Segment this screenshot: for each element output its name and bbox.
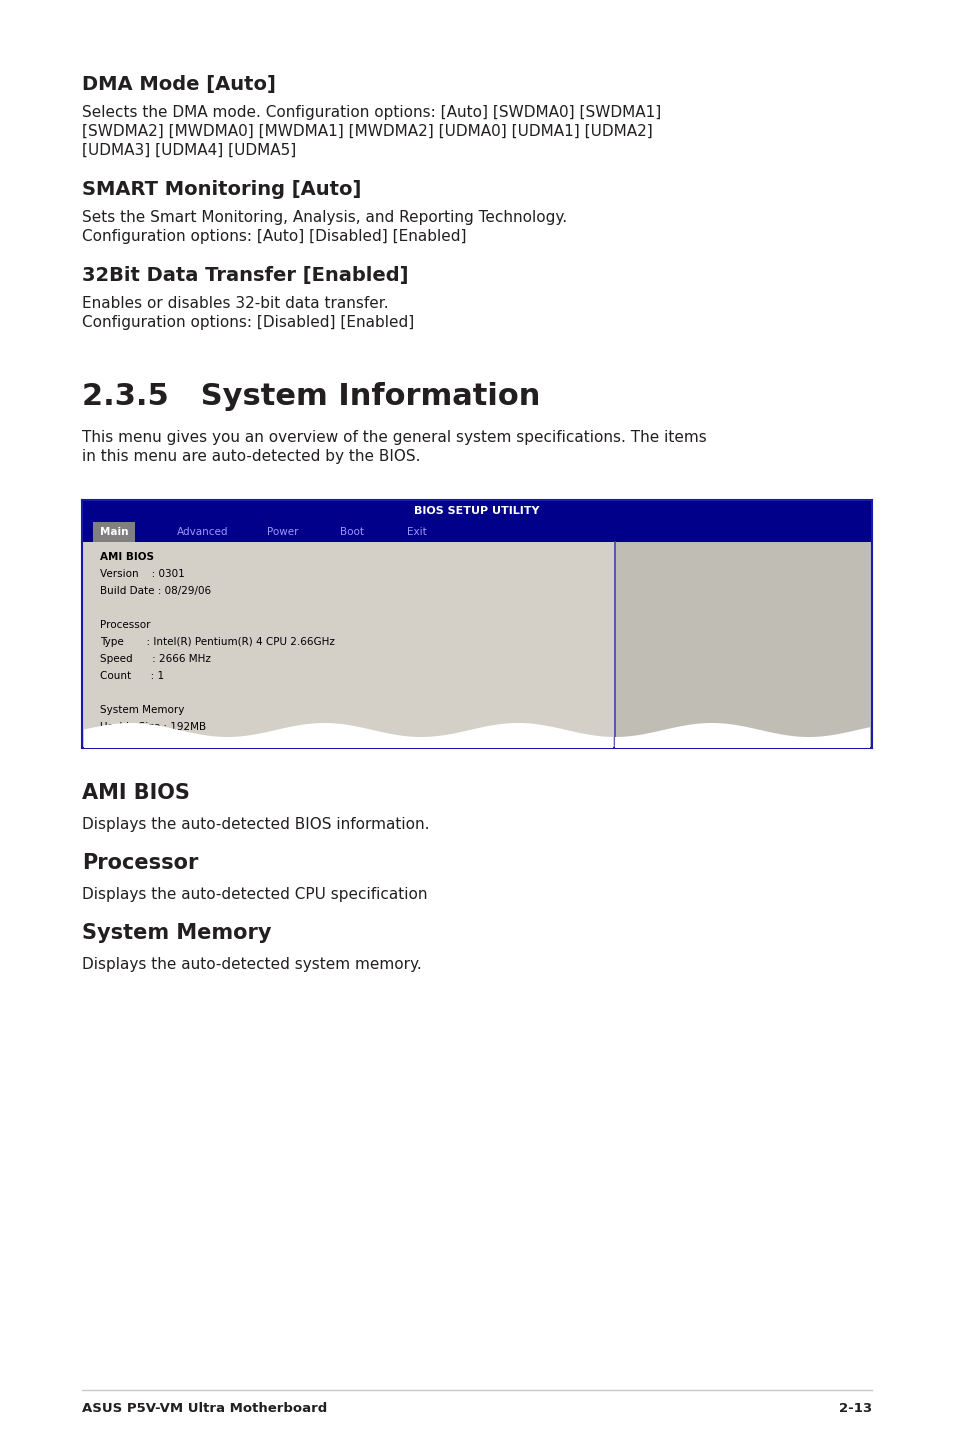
Text: 32Bit Data Transfer [Enabled]: 32Bit Data Transfer [Enabled] xyxy=(82,266,408,285)
Text: Version    : 0301: Version : 0301 xyxy=(100,569,185,580)
Text: Power: Power xyxy=(267,526,298,536)
Text: Advanced: Advanced xyxy=(177,526,229,536)
Text: System Memory: System Memory xyxy=(100,705,184,715)
Text: This menu gives you an overview of the general system specifications. The items: This menu gives you an overview of the g… xyxy=(82,430,706,444)
Text: Exit: Exit xyxy=(407,526,426,536)
Text: Processor: Processor xyxy=(82,853,198,873)
Bar xyxy=(92,522,135,542)
Text: Selects the DMA mode. Configuration options: [Auto] [SWDMA0] [SWDMA1]: Selects the DMA mode. Configuration opti… xyxy=(82,105,660,119)
Bar xyxy=(82,500,871,522)
Text: Boot: Boot xyxy=(339,526,364,536)
Text: BIOS SETUP UTILITY: BIOS SETUP UTILITY xyxy=(414,506,539,516)
Bar xyxy=(82,522,871,542)
Text: Displays the auto-detected system memory.: Displays the auto-detected system memory… xyxy=(82,958,421,972)
Bar xyxy=(615,542,871,748)
Polygon shape xyxy=(615,723,869,748)
Text: Displays the auto-detected CPU specification: Displays the auto-detected CPU specifica… xyxy=(82,887,427,902)
Text: [UDMA3] [UDMA4] [UDMA5]: [UDMA3] [UDMA4] [UDMA5] xyxy=(82,142,296,158)
Text: Type       : Intel(R) Pentium(R) 4 CPU 2.66GHz: Type : Intel(R) Pentium(R) 4 CPU 2.66GHz xyxy=(100,637,335,647)
Text: 2-13: 2-13 xyxy=(838,1402,871,1415)
Text: Configuration options: [Disabled] [Enabled]: Configuration options: [Disabled] [Enabl… xyxy=(82,315,414,329)
Text: Configuration options: [Auto] [Disabled] [Enabled]: Configuration options: [Auto] [Disabled]… xyxy=(82,229,466,244)
Text: Sets the Smart Monitoring, Analysis, and Reporting Technology.: Sets the Smart Monitoring, Analysis, and… xyxy=(82,210,566,224)
Text: Processor: Processor xyxy=(100,620,151,630)
Text: Enables or disables 32-bit data transfer.: Enables or disables 32-bit data transfer… xyxy=(82,296,388,311)
Text: in this menu are auto-detected by the BIOS.: in this menu are auto-detected by the BI… xyxy=(82,449,420,464)
Text: 2.3.5   System Information: 2.3.5 System Information xyxy=(82,383,539,411)
Text: Displays the auto-detected BIOS information.: Displays the auto-detected BIOS informat… xyxy=(82,817,429,833)
Text: Usable Size : 192MB: Usable Size : 192MB xyxy=(100,722,206,732)
Text: Build Date : 08/29/06: Build Date : 08/29/06 xyxy=(100,587,211,595)
Text: AMI BIOS: AMI BIOS xyxy=(82,784,190,802)
Polygon shape xyxy=(84,723,613,748)
Text: AMI BIOS: AMI BIOS xyxy=(100,552,153,562)
Text: DMA Mode [Auto]: DMA Mode [Auto] xyxy=(82,75,275,93)
Text: Count      : 1: Count : 1 xyxy=(100,672,164,682)
Text: ASUS P5V-VM Ultra Motherboard: ASUS P5V-VM Ultra Motherboard xyxy=(82,1402,327,1415)
Text: SMART Monitoring [Auto]: SMART Monitoring [Auto] xyxy=(82,180,361,198)
Text: Speed      : 2666 MHz: Speed : 2666 MHz xyxy=(100,654,211,664)
Text: System Memory: System Memory xyxy=(82,923,272,943)
Text: [SWDMA2] [MWDMA0] [MWDMA1] [MWDMA2] [UDMA0] [UDMA1] [UDMA2]: [SWDMA2] [MWDMA0] [MWDMA1] [MWDMA2] [UDM… xyxy=(82,124,652,139)
Bar xyxy=(82,542,615,748)
Text: Main: Main xyxy=(100,526,128,536)
